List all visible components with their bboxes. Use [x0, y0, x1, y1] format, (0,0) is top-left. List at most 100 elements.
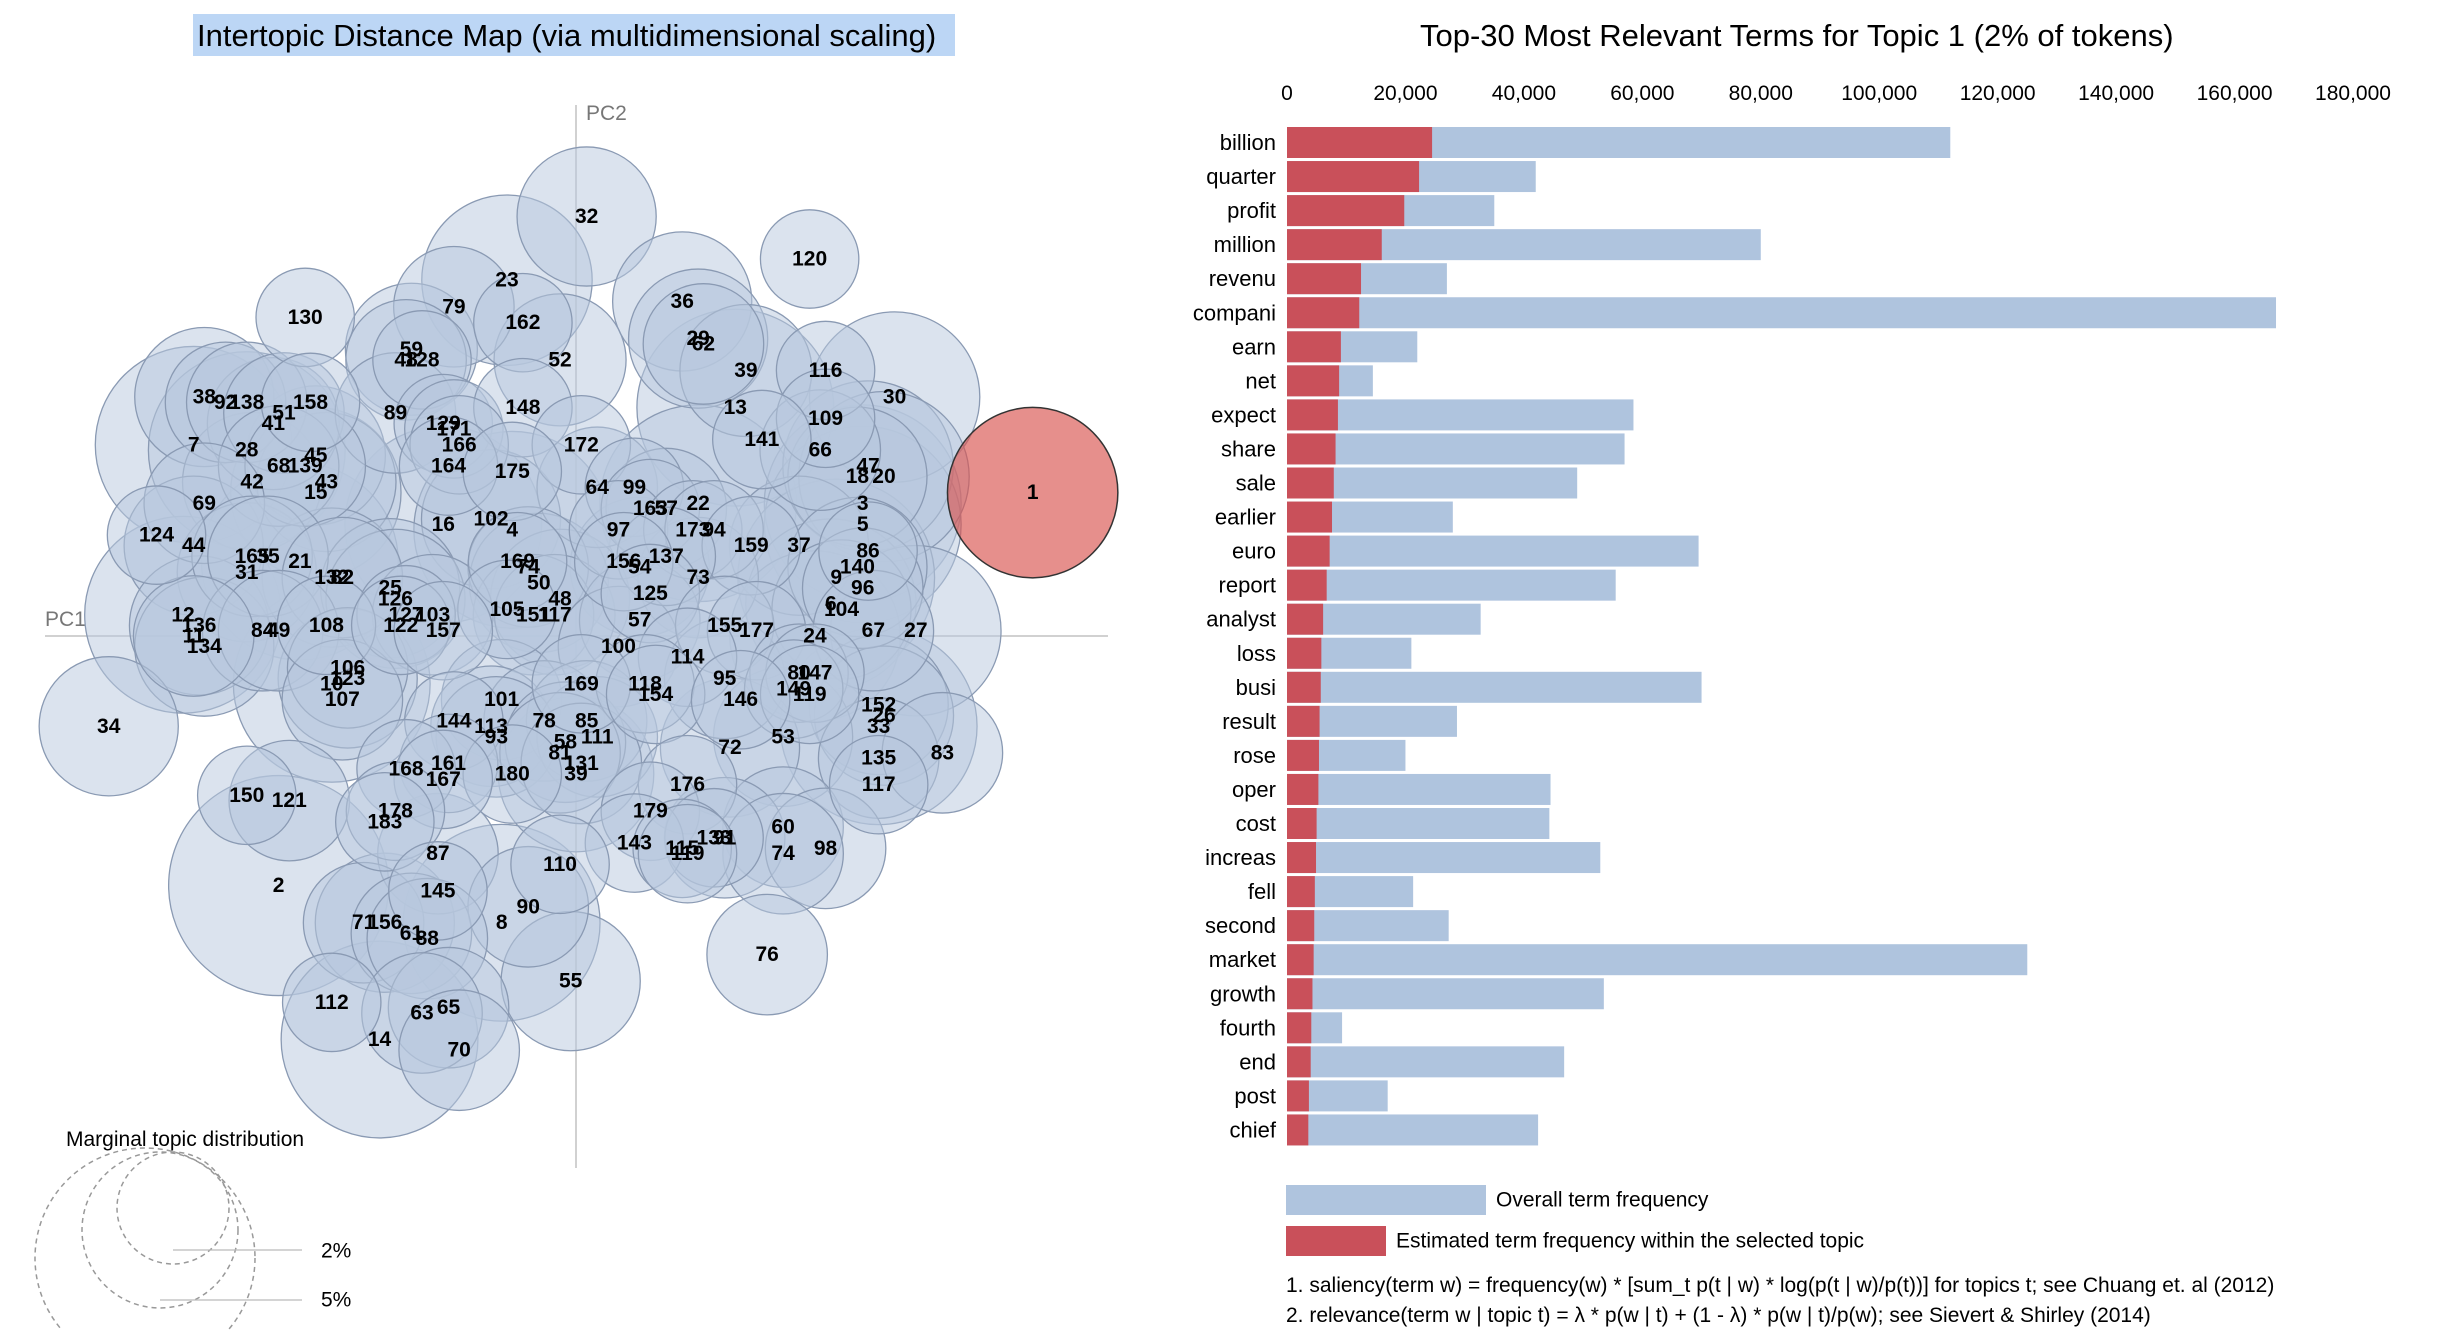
topic-bubble-158[interactable]: [260, 352, 361, 453]
bar-overall-oper[interactable]: [1287, 773, 1551, 805]
term-label-net[interactable]: net: [1245, 368, 1276, 393]
topic-bubble-120[interactable]: [759, 209, 860, 309]
term-label-second[interactable]: second: [1205, 913, 1276, 938]
topic-bubble-124[interactable]: [106, 485, 207, 585]
bar-topic-euro[interactable]: [1287, 535, 1330, 567]
bar-topic-profit[interactable]: [1287, 195, 1405, 227]
term-label-increas[interactable]: increas: [1205, 845, 1276, 870]
topic-label-50: 50: [527, 571, 550, 594]
term-label-cost[interactable]: cost: [1236, 811, 1276, 836]
bar-topic-end[interactable]: [1287, 1046, 1311, 1078]
bar-topic-share[interactable]: [1287, 433, 1336, 465]
bar-topic-revenu[interactable]: [1287, 263, 1362, 295]
bar-topic-expect[interactable]: [1287, 399, 1338, 431]
bar-topic-report[interactable]: [1287, 569, 1327, 601]
bar-topic-compani[interactable]: [1287, 297, 1360, 329]
term-label-chief[interactable]: chief: [1230, 1117, 1277, 1142]
topic-bubble-150[interactable]: [196, 745, 297, 846]
bar-topic-sale[interactable]: [1287, 467, 1334, 499]
topic-bubble-11[interactable]: [132, 575, 255, 697]
topic-bubble-112[interactable]: [281, 952, 382, 1053]
term-label-post[interactable]: post: [1234, 1083, 1276, 1108]
topic-bubble-146[interactable]: [690, 649, 791, 750]
topic-label-38: 38: [193, 386, 217, 409]
term-label-fell[interactable]: fell: [1248, 879, 1276, 904]
topic-bubble-76[interactable]: [706, 893, 829, 1016]
term-label-oper[interactable]: oper: [1232, 777, 1276, 802]
bar-topic-earlier[interactable]: [1287, 501, 1333, 533]
bar-topic-oper[interactable]: [1287, 773, 1319, 805]
topic-label-55: 55: [559, 970, 583, 993]
term-label-expect[interactable]: expect: [1211, 402, 1276, 427]
bar-overall-share[interactable]: [1287, 433, 1625, 465]
term-label-fourth[interactable]: fourth: [1220, 1015, 1276, 1040]
bar-topic-billion[interactable]: [1287, 127, 1433, 158]
term-label-earlier[interactable]: earlier: [1215, 505, 1276, 530]
term-label-end[interactable]: end: [1239, 1049, 1276, 1074]
term-label-revenu[interactable]: revenu: [1209, 266, 1276, 291]
bar-topic-million[interactable]: [1287, 229, 1382, 261]
bar-overall-chief[interactable]: [1287, 1114, 1539, 1146]
bar-overall-cost[interactable]: [1287, 808, 1550, 839]
topic-bubble-119b[interactable]: [637, 803, 738, 904]
term-label-earn[interactable]: earn: [1232, 334, 1276, 359]
topic-label-68: 68: [267, 455, 291, 478]
term-label-share[interactable]: share: [1221, 436, 1276, 461]
bar-topic-busi[interactable]: [1287, 671, 1321, 703]
term-label-result[interactable]: result: [1222, 709, 1276, 734]
term-label-growth[interactable]: growth: [1210, 981, 1276, 1006]
term-label-loss[interactable]: loss: [1237, 641, 1276, 666]
bar-topic-analyst[interactable]: [1287, 603, 1324, 635]
bar-topic-market[interactable]: [1287, 944, 1314, 976]
bar-overall-market[interactable]: [1287, 944, 2028, 976]
topic-bubble-145[interactable]: [388, 841, 488, 941]
topic-label-167: 167: [426, 768, 461, 791]
topic-bubble-62[interactable]: [642, 283, 765, 405]
topic-bubble-110[interactable]: [510, 814, 610, 915]
term-label-billion[interactable]: billion: [1220, 130, 1276, 155]
bar-topic-quarter[interactable]: [1287, 161, 1420, 193]
topic-bubble-1[interactable]: [946, 406, 1119, 579]
bar-overall-sale[interactable]: [1287, 467, 1578, 499]
term-label-market[interactable]: market: [1209, 947, 1276, 972]
topic-bubble-141[interactable]: [712, 389, 812, 490]
bar-overall-euro[interactable]: [1287, 535, 1699, 567]
bar-topic-cost[interactable]: [1287, 808, 1317, 839]
topic-bubble-34[interactable]: [38, 656, 179, 797]
topic-bubble-70[interactable]: [398, 989, 521, 1112]
bar-topic-fell[interactable]: [1287, 876, 1315, 908]
topic-bubble-32[interactable]: [516, 146, 657, 287]
term-label-profit[interactable]: profit: [1227, 198, 1276, 223]
term-label-busi[interactable]: busi: [1236, 675, 1276, 700]
bar-topic-second[interactable]: [1287, 910, 1315, 942]
bar-topic-earn[interactable]: [1287, 331, 1341, 363]
bar-overall-increas[interactable]: [1287, 842, 1601, 874]
topic-bubble-183[interactable]: [334, 772, 435, 872]
term-label-analyst[interactable]: analyst: [1206, 607, 1276, 632]
bar-topic-loss[interactable]: [1287, 637, 1322, 669]
bar-topic-growth[interactable]: [1287, 978, 1313, 1010]
term-label-report[interactable]: report: [1219, 573, 1276, 598]
bar-overall-compani[interactable]: [1287, 297, 2277, 329]
topic-bubble-117b[interactable]: [828, 734, 929, 835]
bar-topic-result[interactable]: [1287, 705, 1320, 737]
bar-overall-expect[interactable]: [1287, 399, 1634, 431]
term-label-compani[interactable]: compani: [1193, 300, 1276, 325]
bar-topic-rose[interactable]: [1287, 739, 1319, 771]
term-label-euro[interactable]: euro: [1232, 539, 1276, 564]
bar-topic-increas[interactable]: [1287, 842, 1317, 874]
bar-topic-fourth[interactable]: [1287, 1012, 1312, 1044]
bar-overall-growth[interactable]: [1287, 978, 1604, 1010]
term-label-million[interactable]: million: [1214, 232, 1276, 257]
bar-topic-chief[interactable]: [1287, 1114, 1309, 1146]
bar-overall-report[interactable]: [1287, 569, 1616, 601]
bar-topic-post[interactable]: [1287, 1080, 1309, 1112]
topic-bubble-86[interactable]: [818, 501, 918, 601]
term-label-quarter[interactable]: quarter: [1206, 164, 1276, 189]
topic-label-151: 151: [516, 603, 551, 626]
term-label-sale[interactable]: sale: [1236, 471, 1276, 496]
term-label-rose[interactable]: rose: [1233, 743, 1276, 768]
bar-overall-busi[interactable]: [1287, 671, 1702, 703]
bar-overall-end[interactable]: [1287, 1046, 1565, 1078]
bar-topic-net[interactable]: [1287, 365, 1340, 397]
